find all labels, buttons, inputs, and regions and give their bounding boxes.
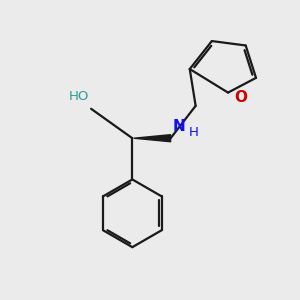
- Text: N: N: [173, 119, 186, 134]
- Text: HO: HO: [68, 91, 89, 103]
- Text: H: H: [189, 126, 199, 139]
- Polygon shape: [134, 135, 171, 142]
- Text: O: O: [235, 90, 248, 105]
